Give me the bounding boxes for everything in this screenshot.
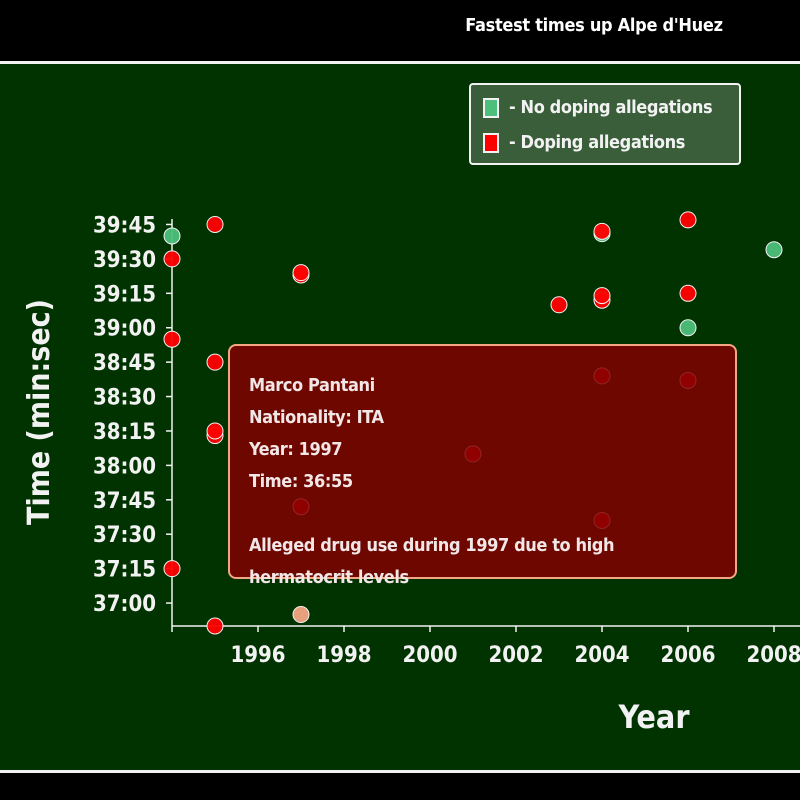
green-swatch-icon xyxy=(483,97,499,118)
tooltip: Marco Pantani Nationality: ITA Year: 199… xyxy=(228,344,737,588)
y-tick-label: 38:30 xyxy=(93,386,156,411)
tooltip-note: Alleged drug use during 1997 due to high… xyxy=(249,535,615,588)
y-tick-label: 38:45 xyxy=(93,351,156,376)
data-point-doping[interactable] xyxy=(292,606,310,624)
tooltip-year: Year: 1997 xyxy=(249,439,343,460)
tooltip-nationality: Nationality: ITA xyxy=(249,407,384,428)
x-tick-label: 2008 xyxy=(746,643,800,668)
legend: - No doping allegations - Doping allegat… xyxy=(469,83,741,165)
y-tick-label: 37:15 xyxy=(93,558,156,583)
x-tick-label: 1996 xyxy=(230,643,285,668)
x-tick-label: 2002 xyxy=(488,643,543,668)
data-point-no-doping[interactable] xyxy=(163,227,181,245)
y-tick-label: 39:30 xyxy=(93,248,156,273)
y-tick-label: 38:15 xyxy=(93,420,156,445)
data-point-no-doping[interactable] xyxy=(765,241,783,259)
data-point-doping[interactable] xyxy=(593,222,611,240)
data-point-doping[interactable] xyxy=(163,330,181,348)
tooltip-name: Marco Pantani xyxy=(249,375,375,396)
data-point-doping[interactable] xyxy=(206,422,224,440)
data-point-doping[interactable] xyxy=(206,617,224,635)
x-tick-label: 1998 xyxy=(316,643,371,668)
title-bar: Fastest times up Alpe d'Huez xyxy=(0,0,800,64)
x-tick-label: 2004 xyxy=(574,643,629,668)
data-point-doping[interactable] xyxy=(163,250,181,268)
x-tick-label: 2000 xyxy=(402,643,457,668)
data-point-doping[interactable] xyxy=(206,353,224,371)
data-point-doping[interactable] xyxy=(550,296,568,314)
y-tick-label: 39:15 xyxy=(93,282,156,307)
y-axis-label: Time (min:sec) xyxy=(22,299,57,525)
data-point-doping[interactable] xyxy=(163,560,181,578)
red-swatch-icon xyxy=(483,132,499,153)
data-point-doping[interactable] xyxy=(679,284,697,302)
legend-item-doping: - Doping allegations xyxy=(483,132,685,153)
legend-label-no-doping: - No doping allegations xyxy=(509,97,713,118)
tooltip-time: Time: 36:55 xyxy=(249,471,353,492)
x-axis-label: Year xyxy=(617,698,690,736)
legend-item-no-doping: - No doping allegations xyxy=(483,97,713,118)
data-point-doping[interactable] xyxy=(679,211,697,229)
data-point-doping[interactable] xyxy=(292,264,310,282)
data-point-doping[interactable] xyxy=(593,287,611,305)
y-tick-label: 37:45 xyxy=(93,489,156,514)
y-tick-label: 37:00 xyxy=(93,592,156,617)
y-tick-label: 39:00 xyxy=(93,317,156,342)
data-point-doping[interactable] xyxy=(206,215,224,233)
legend-label-doping: - Doping allegations xyxy=(509,132,685,153)
bottom-bar xyxy=(0,770,800,800)
y-tick-label: 37:30 xyxy=(93,523,156,548)
x-tick-label: 2006 xyxy=(660,643,715,668)
chart-title: Fastest times up Alpe d'Huez xyxy=(465,15,723,36)
y-tick-label: 39:45 xyxy=(93,213,156,238)
y-tick-label: 38:00 xyxy=(93,454,156,479)
data-point-no-doping[interactable] xyxy=(679,319,697,337)
